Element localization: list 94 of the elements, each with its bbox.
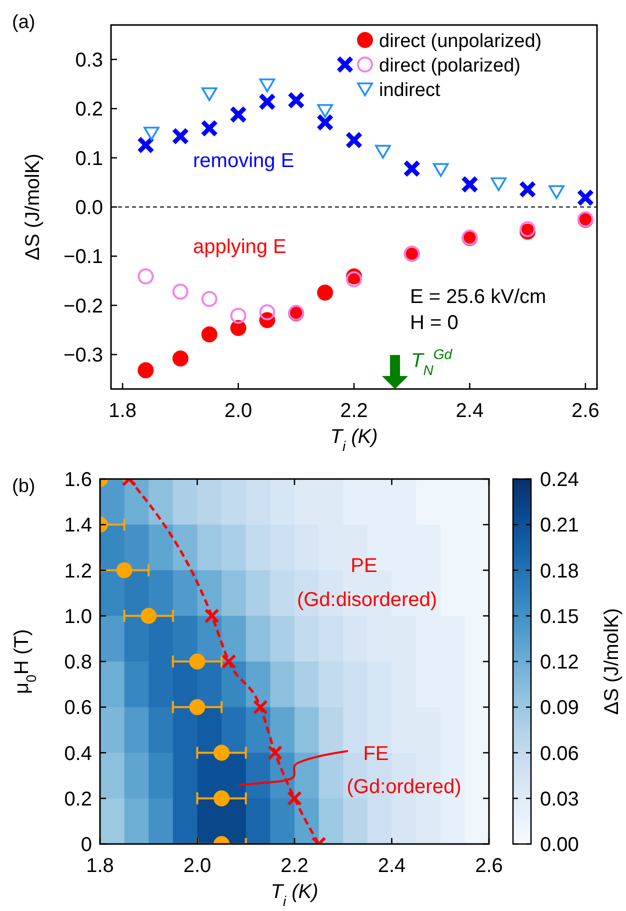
point: [258, 92, 276, 110]
y-tick-label: 0.2: [75, 98, 103, 121]
annotation: PE: [350, 555, 378, 577]
point: [317, 284, 334, 301]
point: [432, 163, 449, 177]
point: [204, 608, 220, 624]
annotation: (Gd:disordered): [296, 589, 438, 611]
x-tick-label: 2.0: [224, 400, 252, 422]
point: [201, 326, 218, 342]
point: [138, 362, 154, 378]
annotation: FE: [363, 743, 389, 765]
y-tick-label: 1.4: [64, 514, 92, 537]
point: [116, 562, 132, 578]
point: [172, 284, 188, 300]
annotation: E = 25.6 kV/cm: [410, 286, 546, 308]
annotation: removing E: [193, 150, 294, 172]
point: [375, 144, 391, 159]
text: (a): [12, 12, 36, 33]
x-tick-label: 2.2: [280, 855, 308, 877]
y-tick-label: 0.6: [64, 697, 92, 720]
legend-label: direct (polarized): [379, 56, 520, 76]
color-bar-label: 0.06: [540, 742, 579, 765]
point: [259, 304, 276, 320]
x-axis-title: T$_{i}$ (K): [330, 426, 378, 454]
point: [136, 136, 154, 154]
point: [490, 177, 507, 192]
point: [548, 185, 564, 199]
annotation: H = 0: [410, 312, 458, 334]
x-tick-label: 2.4: [456, 400, 484, 422]
legend-label: direct (unpolarized): [379, 31, 542, 52]
point: [518, 180, 536, 198]
point: [460, 176, 478, 194]
color-bar-label: 0.03: [540, 788, 579, 810]
y-tick-label: 0.3: [75, 49, 103, 72]
y-tick-label: 0.2: [64, 788, 92, 810]
y-tick-label: 1.2: [64, 560, 92, 582]
color-bar-label: 0.21: [540, 514, 579, 537]
y-tick-label: −0.1: [64, 246, 103, 268]
y-tick-label: 0.0: [75, 197, 103, 219]
y-tick-label: 1.6: [64, 469, 92, 491]
y-tick-label: −0.3: [64, 344, 103, 367]
y-tick-label: 0: [80, 834, 92, 856]
color-bar-title: ΔS (J/molK): [601, 608, 623, 715]
point: [172, 350, 188, 367]
point: [214, 744, 230, 761]
color-bar-label: 0.15: [540, 606, 579, 628]
point: [214, 790, 230, 806]
y-tick-label: 1.0: [64, 606, 92, 628]
point: [346, 271, 362, 288]
point: [144, 126, 160, 140]
x-tick-label: 2.2: [340, 400, 368, 422]
point: [317, 104, 333, 118]
annotation: (Gd:ordered): [346, 776, 462, 798]
color-bar-label: 0.24: [540, 469, 579, 491]
point: [140, 608, 157, 624]
point: [230, 106, 248, 124]
x-tick-label: 1.8: [86, 855, 114, 877]
point: [316, 114, 334, 132]
legend-label: indirect: [379, 80, 441, 101]
y-tick-label: −0.2: [64, 295, 103, 318]
x-tick-label: 2.6: [475, 855, 503, 877]
point: [259, 78, 276, 92]
x-tick-label: 2.4: [378, 855, 406, 877]
point: [230, 320, 246, 336]
point: [138, 268, 154, 284]
y-tick-label: 0.8: [64, 652, 92, 674]
point: [221, 654, 236, 669]
annotation: applying E: [193, 236, 286, 258]
y-tick-label: 0.4: [64, 742, 92, 765]
point: [201, 290, 218, 307]
point: [189, 654, 206, 670]
point: [189, 699, 206, 716]
point: [287, 92, 305, 110]
x-tick-label: 2.0: [183, 855, 212, 877]
x-axis-title: T$_{i}$ (K): [270, 881, 318, 909]
color-bar-label: 0.12: [540, 652, 579, 674]
color-bar-label: 0.09: [540, 697, 579, 720]
y-tick-label: 0.1: [75, 148, 103, 170]
point: [345, 131, 363, 149]
point: [200, 120, 218, 138]
point: [287, 790, 302, 806]
point: [230, 308, 246, 324]
text: (b): [12, 476, 36, 497]
y-axis-title: ΔS (J/molK): [22, 154, 44, 260]
point: [201, 87, 218, 102]
point: [268, 745, 283, 760]
point: [403, 160, 421, 178]
point: [576, 188, 594, 206]
point: [252, 700, 268, 715]
color-bar-label: 0.18: [540, 560, 579, 582]
x-tick-label: 2.6: [572, 400, 600, 422]
point: [172, 127, 190, 145]
color-bar-label: 0.00: [540, 834, 579, 856]
x-tick-label: 1.8: [108, 400, 136, 422]
